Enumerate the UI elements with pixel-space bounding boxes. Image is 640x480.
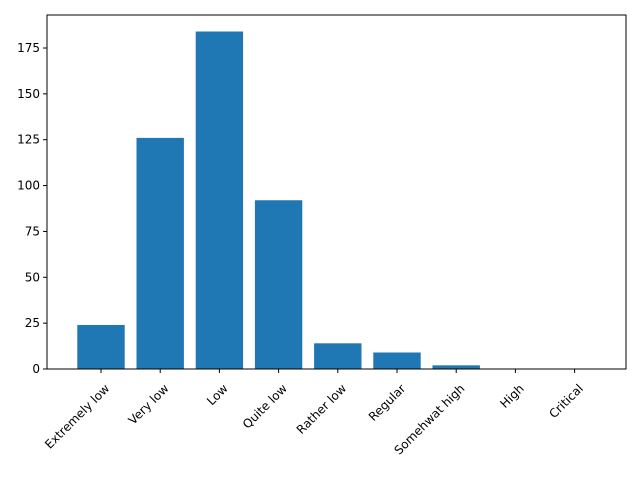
y-tick-label: 75	[25, 224, 40, 238]
bar-quite-low	[254, 200, 303, 369]
y-tick-label: 100	[17, 179, 40, 193]
y-tick-label: 50	[25, 270, 40, 284]
y-axis: 0 25 50 75 100 125 150 175	[17, 41, 47, 376]
y-tick-label: 25	[25, 316, 40, 330]
plot-frame	[46, 14, 627, 370]
x-tick-label: Quite low	[240, 381, 290, 431]
y-tick-label: 175	[17, 41, 40, 55]
x-tick-label: Low	[204, 381, 231, 408]
bar-somehwat-high	[432, 365, 480, 369]
bar-extremely-low	[77, 324, 125, 369]
x-tick-label: Critical	[546, 381, 586, 421]
bars-group	[77, 31, 480, 369]
x-tick-label: Regular	[366, 381, 408, 423]
bar-rather-low	[314, 343, 362, 369]
y-tick-label: 125	[17, 133, 40, 147]
bar-low	[195, 31, 244, 369]
y-tick-label: 0	[32, 362, 40, 376]
y-tick-label: 150	[17, 87, 40, 101]
x-axis: Extremely low Very low Low Quite low Rather …	[42, 369, 586, 457]
x-tick-label: Extremely low	[42, 381, 112, 451]
bar-very-low	[136, 137, 184, 369]
x-tick-label: Rather low	[294, 381, 350, 437]
x-tick-label: Very low	[126, 381, 172, 427]
bar-regular	[373, 352, 421, 369]
x-tick-label: High	[497, 381, 526, 410]
